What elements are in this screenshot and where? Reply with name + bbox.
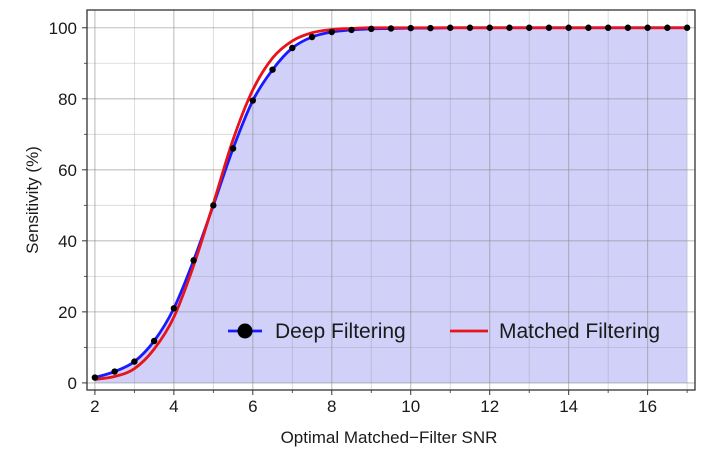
data-point-deep-filtering	[91, 374, 99, 381]
axis-ticks: 2 4 6 8 10 12 14 16 0 20 40 60 80 100	[49, 19, 688, 416]
data-point-deep-filtering	[506, 24, 513, 31]
legend-label-deep-filtering: Deep Filtering	[275, 320, 406, 343]
data-point-deep-filtering	[170, 305, 178, 312]
legend-marker-deep-filtering	[237, 323, 253, 339]
legend-item-deep-filtering: Deep Filtering	[228, 320, 406, 343]
data-point-deep-filtering	[585, 24, 592, 31]
y-tick-label: 0	[68, 374, 77, 393]
x-tick-label: 16	[638, 397, 657, 416]
legend-item-matched-filtering: Matched Filtering	[450, 320, 660, 343]
data-point-deep-filtering	[368, 25, 375, 33]
series-markers	[91, 24, 691, 381]
y-tick-label: 100	[49, 19, 77, 38]
legend: Deep Filtering Matched Filtering	[228, 320, 660, 343]
data-point-deep-filtering	[150, 337, 158, 345]
deep-filtering-area-fill	[87, 10, 695, 390]
data-point-deep-filtering	[407, 24, 414, 32]
data-point-deep-filtering	[644, 24, 651, 31]
y-tick-label: 80	[58, 90, 77, 109]
data-point-deep-filtering	[111, 368, 118, 375]
x-tick-label: 10	[401, 397, 420, 416]
x-tick-label: 6	[248, 397, 257, 416]
data-point-deep-filtering	[604, 24, 612, 31]
data-point-deep-filtering	[683, 24, 691, 31]
x-tick-label: 12	[480, 397, 499, 416]
data-point-deep-filtering	[210, 202, 217, 209]
x-tick-label: 4	[169, 397, 178, 416]
data-point-deep-filtering	[447, 24, 454, 31]
data-point-deep-filtering	[269, 66, 276, 73]
y-tick-label: 20	[58, 303, 77, 322]
data-point-deep-filtering	[624, 24, 632, 31]
series-line-matched-filtering	[94, 26, 688, 381]
y-tick-label: 40	[58, 232, 77, 251]
data-point-deep-filtering	[229, 145, 237, 152]
data-point-deep-filtering	[328, 28, 335, 36]
data-point-deep-filtering	[308, 33, 316, 41]
data-point-deep-filtering	[190, 257, 197, 264]
grid	[87, 10, 695, 390]
data-point-deep-filtering	[664, 24, 671, 31]
y-axis-label: Sensitivity (%)	[23, 146, 42, 254]
x-tick-label: 2	[90, 397, 99, 416]
data-point-deep-filtering	[387, 25, 395, 32]
deep-filtering-area	[94, 27, 688, 383]
data-point-deep-filtering	[249, 97, 257, 104]
data-point-deep-filtering	[289, 44, 296, 52]
data-point-deep-filtering	[486, 24, 493, 31]
plot-frame	[86, 9, 696, 391]
data-point-deep-filtering	[545, 24, 553, 31]
data-point-deep-filtering	[466, 24, 474, 31]
x-axis-label: Optimal Matched−Filter SNR	[281, 428, 498, 447]
data-point-deep-filtering	[348, 26, 355, 34]
y-tick-label: 60	[58, 161, 77, 180]
data-point-deep-filtering	[565, 24, 572, 31]
legend-label-matched-filtering: Matched Filtering	[499, 320, 660, 343]
data-point-deep-filtering	[131, 358, 138, 365]
data-point-deep-filtering	[427, 24, 434, 32]
data-point-deep-filtering	[525, 24, 533, 31]
x-tick-label: 14	[559, 397, 578, 416]
x-tick-label: 8	[327, 397, 336, 416]
